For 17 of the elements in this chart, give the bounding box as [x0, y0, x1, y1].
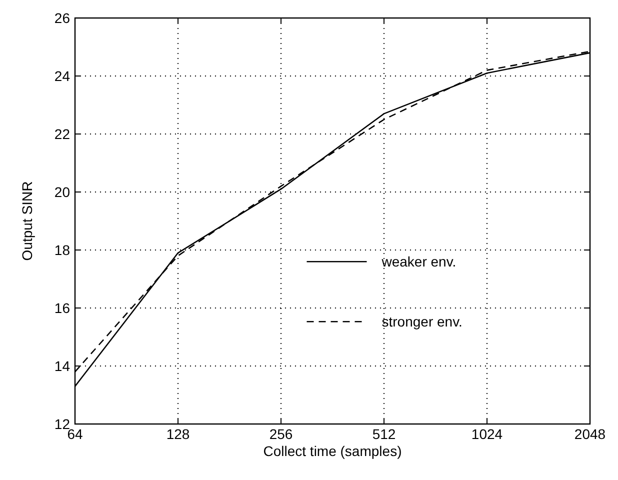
y-tick-label: 14 — [54, 358, 70, 374]
x-tick-label: 64 — [67, 426, 83, 442]
x-tick-label: 512 — [372, 426, 396, 442]
x-tick-label: 2048 — [574, 426, 606, 442]
legend-label: weaker env. — [380, 254, 456, 270]
y-tick-label: 18 — [54, 242, 70, 258]
x-tick-label: 128 — [166, 426, 190, 442]
y-tick-label: 26 — [54, 10, 70, 26]
y-tick-label: 16 — [54, 300, 70, 316]
y-tick-label: 20 — [54, 184, 70, 200]
x-tick-label: 256 — [269, 426, 293, 442]
y-axis-title: Output SINR — [19, 181, 35, 261]
x-tick-label: 1024 — [471, 426, 503, 442]
legend-label: stronger env. — [382, 314, 462, 330]
y-tick-label: 22 — [54, 126, 70, 142]
y-tick-label: 24 — [54, 68, 70, 84]
x-axis-title: Collect time (samples) — [263, 443, 402, 459]
